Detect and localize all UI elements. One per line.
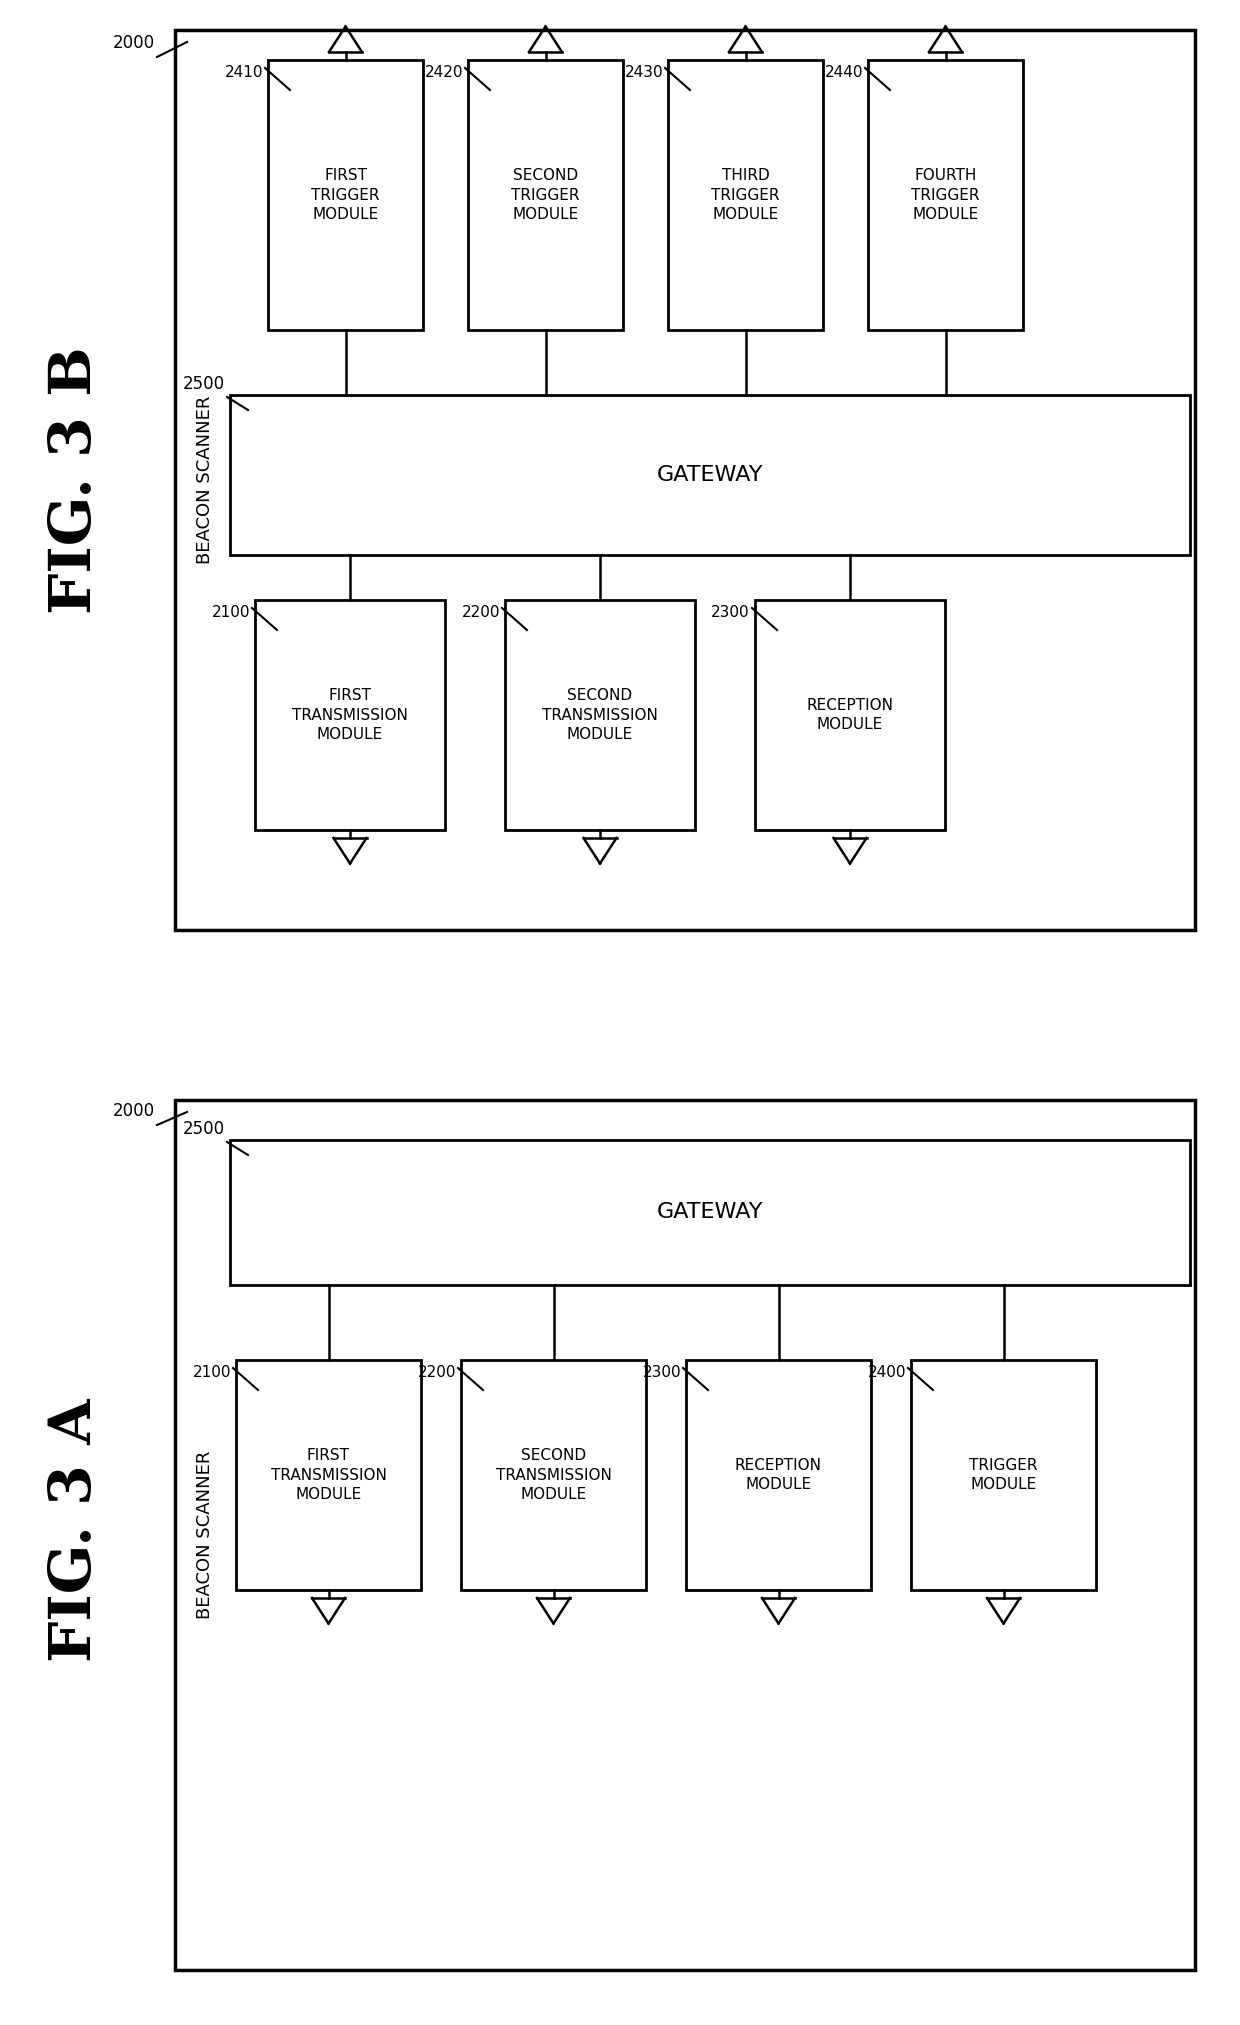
Bar [175, 30, 1195, 929]
Text: 2200: 2200 [418, 1365, 456, 1379]
Text: 2000: 2000 [113, 34, 155, 53]
Bar [668, 61, 823, 330]
Text: 2300: 2300 [642, 1365, 681, 1379]
Bar [255, 599, 445, 830]
Text: 2100: 2100 [192, 1365, 231, 1379]
Text: 2000: 2000 [113, 1102, 155, 1120]
Bar [686, 1361, 870, 1590]
Text: FIRST
TRANSMISSION
MODULE: FIRST TRANSMISSION MODULE [270, 1448, 387, 1503]
Text: 2500: 2500 [182, 1120, 224, 1138]
Text: SECOND
TRANSMISSION
MODULE: SECOND TRANSMISSION MODULE [542, 688, 658, 743]
Text: RECEPTION
MODULE: RECEPTION MODULE [735, 1458, 822, 1492]
Text: 2200: 2200 [461, 605, 500, 620]
Text: BEACON SCANNER: BEACON SCANNER [196, 1450, 215, 1620]
Text: FIG. 3 A: FIG. 3 A [47, 1397, 103, 1663]
Bar [505, 599, 694, 830]
Bar [868, 61, 1023, 330]
Text: FOURTH
TRIGGER
MODULE: FOURTH TRIGGER MODULE [911, 168, 980, 223]
Text: 2300: 2300 [712, 605, 750, 620]
Text: 2440: 2440 [825, 65, 863, 81]
Text: GATEWAY: GATEWAY [657, 1203, 764, 1223]
Text: 2410: 2410 [224, 65, 263, 81]
Bar [268, 61, 423, 330]
Text: SECOND
TRANSMISSION
MODULE: SECOND TRANSMISSION MODULE [496, 1448, 611, 1503]
Text: RECEPTION
MODULE: RECEPTION MODULE [806, 697, 894, 733]
Text: FIRST
TRANSMISSION
MODULE: FIRST TRANSMISSION MODULE [293, 688, 408, 743]
Text: THIRD
TRIGGER
MODULE: THIRD TRIGGER MODULE [712, 168, 780, 223]
Text: 2420: 2420 [424, 65, 463, 81]
Bar [236, 1361, 422, 1590]
Text: FIG. 3 B: FIG. 3 B [47, 346, 103, 614]
Text: TRIGGER
MODULE: TRIGGER MODULE [970, 1458, 1038, 1492]
Text: BEACON SCANNER: BEACON SCANNER [196, 395, 215, 565]
Text: 2100: 2100 [212, 605, 250, 620]
Bar [911, 1361, 1096, 1590]
Text: GATEWAY: GATEWAY [657, 466, 764, 486]
Bar [755, 599, 945, 830]
Bar [467, 61, 622, 330]
Bar [175, 1100, 1195, 1970]
Bar [229, 1140, 1190, 1286]
Text: 2400: 2400 [868, 1365, 906, 1379]
Text: 2500: 2500 [182, 375, 224, 393]
Bar [461, 1361, 646, 1590]
Text: 2430: 2430 [625, 65, 663, 81]
Bar [229, 395, 1190, 555]
Text: SECOND
TRIGGER
MODULE: SECOND TRIGGER MODULE [511, 168, 580, 223]
Text: FIRST
TRIGGER
MODULE: FIRST TRIGGER MODULE [311, 168, 379, 223]
